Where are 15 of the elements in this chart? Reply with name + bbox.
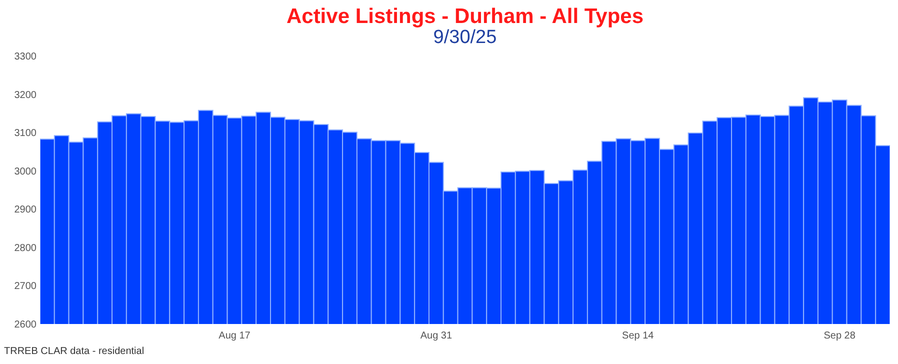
y-tick-label: 3000 [14, 166, 37, 178]
x-tick-label: Sep 14 [622, 330, 654, 342]
y-tick-label: 2900 [14, 204, 37, 216]
y-tick-label: 2700 [14, 281, 37, 292]
y-tick-label: 2600 [14, 320, 37, 330]
y-tick-label: 3200 [14, 90, 37, 101]
y-tick-label: 3300 [14, 52, 37, 62]
chart-subtitle: 9/30/25 [433, 27, 497, 48]
text: TRREB CLAR data - residential [4, 346, 144, 357]
chart-title: Active Listings - Durham - All Types [286, 5, 644, 28]
y-tick-label: 2800 [14, 242, 37, 254]
x-tick-label: Aug 17 [218, 330, 251, 342]
x-tick-label: Aug 31 [420, 330, 452, 342]
y-tick-label: 3100 [14, 128, 37, 140]
x-tick-label: Sep 28 [824, 330, 856, 342]
